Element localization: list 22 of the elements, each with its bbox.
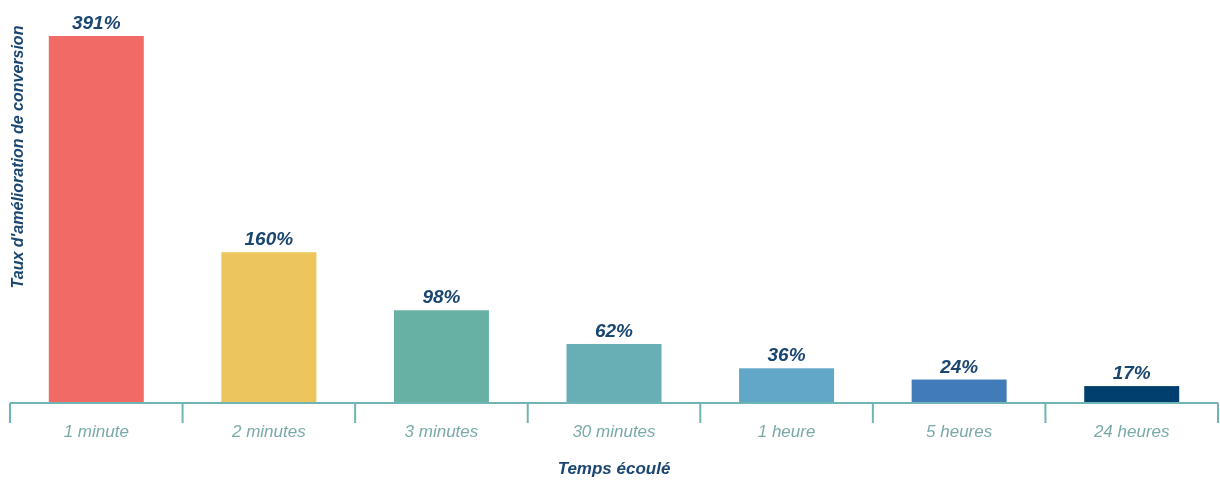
data-label: 17%: [1112, 362, 1151, 384]
data-label: 24%: [939, 355, 979, 377]
data-label: 391%: [71, 12, 121, 33]
bar: [1084, 386, 1180, 402]
bar: [221, 252, 317, 402]
x-tick-label: 3 minutes: [404, 422, 479, 441]
bar: [739, 368, 835, 402]
bar: [393, 310, 489, 402]
x-tick-label: 1 heure: [757, 422, 816, 441]
x-tick-label: 24 heures: [1092, 422, 1171, 441]
data-label: 160%: [244, 228, 294, 250]
x-tick-label: 1 minute: [63, 422, 129, 441]
data-label: 36%: [767, 344, 806, 366]
bar: [48, 36, 144, 402]
x-tick-label: 5 heures: [926, 422, 993, 441]
x-tick-label: 30 minutes: [572, 422, 657, 441]
bar: [911, 379, 1007, 402]
x-axis-title: Temps écoulé: [557, 459, 671, 478]
y-axis-title: Taux d'amélioration de conversion: [9, 25, 26, 289]
data-label: 98%: [422, 286, 461, 308]
data-label: 62%: [594, 319, 634, 341]
x-tick-label: 2 minutes: [231, 422, 307, 441]
